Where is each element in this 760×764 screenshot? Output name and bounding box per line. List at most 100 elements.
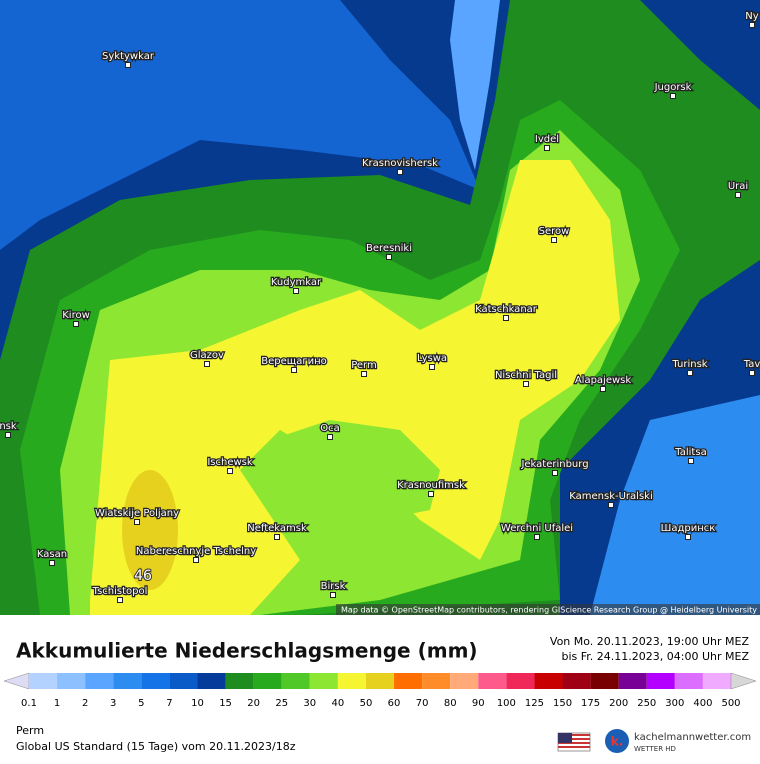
scale-arrow: [730, 672, 757, 690]
scale-swatch: [309, 673, 338, 689]
city-dot: [361, 371, 367, 377]
scale-label: 70: [416, 698, 429, 709]
city-label: Tschistopol: [92, 586, 148, 597]
darkyellow-area: [122, 470, 178, 590]
city-dot: [73, 321, 79, 327]
city-dot: [117, 597, 123, 603]
scale-swatch: [365, 673, 395, 689]
city-label: Lyswa: [417, 353, 447, 364]
city-label: Верещагино: [261, 356, 326, 367]
city-label: Neftekamsk: [247, 523, 307, 534]
city-dot: [429, 364, 435, 370]
brand-sub: WETTER HD: [634, 745, 676, 753]
city-dot: [5, 432, 11, 438]
scale-label: 10: [191, 698, 204, 709]
us-flag: [557, 732, 591, 752]
scale-swatch: [674, 673, 703, 689]
attribution: Map data © OpenStreetMap contributors, r…: [341, 606, 757, 615]
city-label: Ny: [745, 11, 758, 22]
city-label: Birsk: [321, 581, 346, 592]
city-dot: [551, 237, 557, 243]
city-dot: [552, 470, 558, 476]
scale-swatch: [141, 673, 170, 689]
scale-label: 300: [665, 698, 684, 709]
blue-area: [590, 395, 760, 615]
city-label: Jekaterinburg: [520, 459, 588, 470]
scale-swatch: [29, 673, 58, 689]
scale-swatch: [85, 673, 114, 689]
scale-label: 60: [388, 698, 401, 709]
date-to: bis Fr. 24.11.2023, 04:00 Uhr MEZ: [562, 650, 750, 663]
max-value: 46: [134, 568, 152, 584]
scale-label: 400: [693, 698, 712, 709]
city-dot: [428, 491, 434, 497]
city-dot: [291, 367, 297, 373]
title: Akkumulierte Niederschlagsmenge (mm): [16, 639, 478, 663]
scale-swatch: [702, 673, 731, 689]
scale-swatch: [281, 673, 310, 689]
city-label: Jugorsk: [654, 82, 692, 93]
city-label: Turinsk: [671, 359, 707, 370]
city-dot: [125, 62, 131, 68]
brand: kachelmannwetter.com: [634, 732, 751, 743]
city-dot: [600, 386, 606, 392]
city-dot: [687, 370, 693, 376]
city-label: Glazov: [190, 350, 224, 361]
scale-arrow: [3, 672, 30, 690]
scale-swatch: [590, 673, 619, 689]
scale-label: 25: [275, 698, 288, 709]
color-scale: 0.1 1 2 3 5 7 10 15 20 25 30 40 50 60 70 80 90 100 125 150 1…: [3, 672, 757, 709]
city-label: Kudymkar: [271, 277, 322, 288]
scale-swatch: [253, 673, 282, 689]
scale-swatch: [422, 673, 451, 689]
brand-logo: [605, 729, 629, 753]
city-label: Syktywkar: [102, 51, 155, 62]
city-label: Krasnovishersk: [362, 158, 438, 169]
city-dot: [330, 592, 336, 598]
scale-swatch: [113, 673, 142, 689]
scale-label: 200: [609, 698, 628, 709]
attribution-bg: [336, 604, 760, 615]
scale-swatch: [450, 673, 479, 689]
scale-label: 250: [637, 698, 656, 709]
city-dot: [386, 254, 392, 260]
city-label: nsk: [0, 421, 17, 432]
city-dot: [749, 370, 755, 376]
city-label: Kasan: [37, 549, 67, 560]
city-dot: [749, 22, 755, 28]
scale-label: 5: [138, 698, 144, 709]
city-label: Werchni Ufalei: [501, 523, 573, 534]
brand-logo-k: k.: [611, 735, 624, 749]
scale-label: 15: [219, 698, 232, 709]
city-label: Krasnoufimsk: [397, 480, 465, 491]
scale-swatch: [562, 673, 591, 689]
city-label: Kirow: [62, 310, 90, 321]
scale-swatch: [225, 673, 254, 689]
city-dot: [544, 145, 550, 151]
scale-swatch: [394, 673, 423, 689]
scale-label: 150: [553, 698, 572, 709]
scale-label: 3: [110, 698, 116, 709]
city-label: Katschkanar: [475, 304, 538, 315]
city-label: Nabereschnyje Tschelny: [136, 546, 256, 557]
scale-label: 50: [360, 698, 373, 709]
city-dot: [397, 169, 403, 175]
city-labels: Ny Syktywkar Jugorsk Ivdel Krasnovishersk Ura…: [0, 10, 760, 603]
city-dot: [274, 534, 280, 540]
city-label: Talitsa: [674, 447, 706, 458]
city-label: Wiatskije Poljany: [95, 508, 179, 519]
blue-area: [0, 0, 480, 250]
city-dot: [204, 361, 210, 367]
lightgreen-area: [270, 420, 440, 520]
city-label: Beresniki: [366, 243, 412, 254]
scale-label: 2: [82, 698, 88, 709]
scale-swatch: [618, 673, 647, 689]
city-dot: [227, 468, 233, 474]
scale-swatch: [506, 673, 535, 689]
city-dot: [735, 192, 741, 198]
scale-label: 40: [332, 698, 345, 709]
city-dot: [523, 381, 529, 387]
city-dot: [293, 288, 299, 294]
city-label: Oca: [320, 423, 340, 434]
